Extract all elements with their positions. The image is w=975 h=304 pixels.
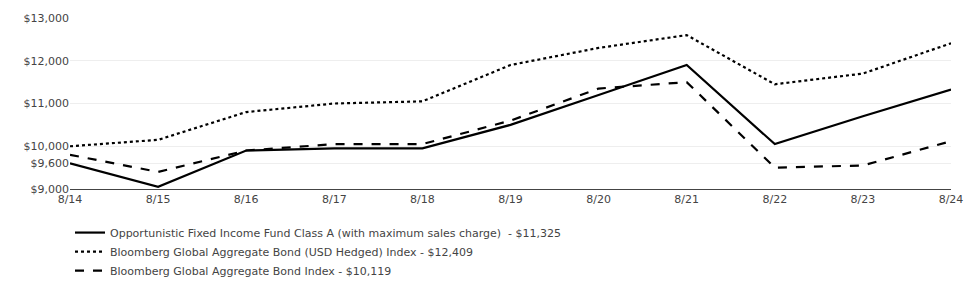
svg-text:Opportunistic Fixed Income Fun: Opportunistic Fixed Income Fund Class A … <box>110 227 561 240</box>
svg-text:8/15: 8/15 <box>146 193 171 206</box>
svg-text:Bloomberg Global Aggregate Bon: Bloomberg Global Aggregate Bond (USD Hed… <box>110 246 473 259</box>
svg-text:8/16: 8/16 <box>234 193 259 206</box>
svg-text:8/19: 8/19 <box>498 193 523 206</box>
svg-text:Bloomberg Global Aggregate Bon: Bloomberg Global Aggregate Bond Index - … <box>110 265 391 278</box>
svg-text:8/24: 8/24 <box>939 193 964 206</box>
svg-text:8/14: 8/14 <box>58 193 83 206</box>
svg-text:$10,000: $10,000 <box>24 140 70 153</box>
svg-text:8/20: 8/20 <box>586 193 611 206</box>
svg-text:$11,000: $11,000 <box>24 97 70 110</box>
svg-text:8/18: 8/18 <box>410 193 435 206</box>
svg-text:$9,600: $9,600 <box>31 157 70 170</box>
svg-text:8/21: 8/21 <box>674 193 699 206</box>
svg-text:8/17: 8/17 <box>322 193 347 206</box>
svg-text:$13,000: $13,000 <box>24 12 70 25</box>
svg-text:8/23: 8/23 <box>851 193 876 206</box>
svg-text:8/22: 8/22 <box>762 193 787 206</box>
svg-text:$9,000: $9,000 <box>31 183 70 196</box>
svg-text:$12,000: $12,000 <box>24 55 70 68</box>
